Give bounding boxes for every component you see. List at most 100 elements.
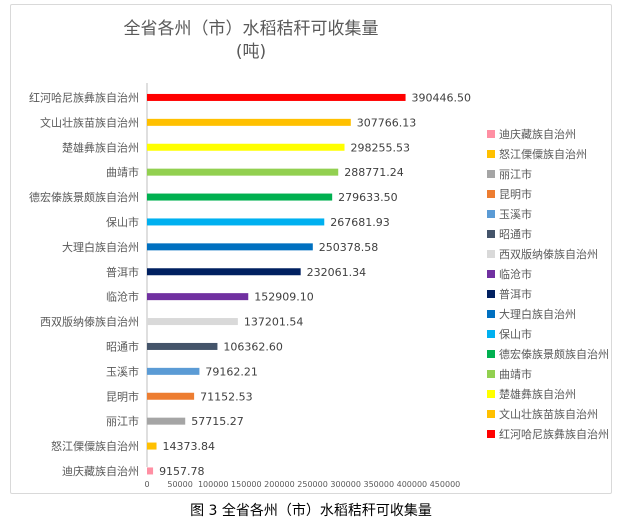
legend-swatch	[487, 410, 495, 418]
legend-swatch	[487, 270, 495, 278]
legend-swatch	[487, 290, 495, 298]
x-tick-label: 50000	[167, 480, 192, 489]
chart-frame: 全省各州（市）水稻秸秆可收集量 (吨) 红河哈尼族彝族自治州 390446.50 文…	[10, 4, 612, 494]
data-label: 307766.13	[357, 116, 417, 129]
bar	[147, 442, 157, 450]
data-label: 250378.58	[319, 241, 379, 254]
data-label: 298255.53	[351, 141, 411, 154]
legend-swatch	[487, 430, 495, 438]
chart-title-line1: 全省各州（市）水稻秸秆可收集量	[124, 19, 379, 39]
bar	[147, 293, 249, 301]
legend-item: 大理白族自治州	[487, 305, 622, 325]
data-label: 267681.93	[330, 216, 390, 229]
legend-label: 曲靖市	[499, 368, 532, 381]
legend-swatch	[487, 350, 495, 358]
bar	[147, 93, 406, 101]
legend-item: 昆明市	[487, 185, 622, 205]
x-axis-ticks: 0 50000 100000 150000 200000 250000 300000 3500…	[144, 480, 460, 489]
legend-label: 红河哈尼族彝族自治州	[499, 428, 609, 441]
legend-swatch	[487, 390, 495, 398]
category-label: 保山市	[106, 215, 139, 229]
data-label: 71152.53	[200, 390, 253, 403]
bar	[147, 367, 200, 375]
category-label: 昆明市	[106, 389, 139, 403]
legend-item: 德宏傣族景颇族自治州	[487, 345, 622, 365]
bar	[147, 417, 186, 425]
bar	[147, 467, 154, 475]
legend-label: 丽江市	[499, 168, 532, 181]
category-label: 楚雄彝族自治州	[62, 140, 139, 154]
legend-label: 怒江傈僳族自治州	[499, 148, 587, 161]
legend-item: 楚雄彝族自治州	[487, 385, 622, 405]
figure-caption: 图 3 全省各州（市）水稻秸秆可收集量	[190, 503, 432, 519]
category-label: 普洱市	[106, 265, 139, 279]
legend-item: 迪庆藏族自治州	[487, 125, 622, 145]
x-tick-label: 300000	[330, 480, 361, 489]
x-tick-label: 150000	[231, 480, 262, 489]
bar	[147, 168, 339, 176]
legend-item: 怒江傈僳族自治州	[487, 145, 622, 165]
category-label: 曲靖市	[106, 165, 139, 179]
legend-swatch	[487, 330, 495, 338]
legend-label: 西双版纳傣族自治州	[499, 248, 598, 261]
legend-label: 文山壮族苗族自治州	[499, 408, 598, 421]
legend-item: 曲靖市	[487, 365, 622, 385]
bar	[147, 218, 325, 226]
legend-item: 红河哈尼族彝族自治州	[487, 425, 622, 445]
data-label: 137201.54	[244, 316, 304, 329]
bar-chart: 全省各州（市）水稻秸秆可收集量 (吨) 红河哈尼族彝族自治州 390446.50 文…	[29, 19, 471, 489]
legend-label: 玉溪市	[499, 208, 532, 221]
chart-legend: 迪庆藏族自治州 怒江傈僳族自治州 丽江市昆明市玉溪市昭通市西双版纳傣族自治州 临沧市普…	[487, 125, 622, 445]
bar	[147, 118, 351, 126]
x-tick-label: 100000	[198, 480, 229, 489]
x-tick-label: 400000	[397, 480, 428, 489]
legend-swatch	[487, 310, 495, 318]
category-label: 怒江傈僳族自治州	[51, 439, 139, 453]
data-label: 14373.84	[163, 440, 216, 453]
category-label: 玉溪市	[106, 364, 139, 378]
legend-label: 迪庆藏族自治州	[499, 128, 576, 141]
category-label: 西双版纳傣族自治州	[40, 315, 139, 329]
legend-item: 昭通市	[487, 225, 622, 245]
legend-label: 保山市	[499, 328, 532, 341]
legend-item: 丽江市	[487, 165, 622, 185]
legend-swatch	[487, 370, 495, 378]
legend-item: 玉溪市	[487, 205, 622, 225]
x-tick-label: 200000	[264, 480, 295, 489]
legend-label: 大理白族自治州	[499, 308, 576, 321]
legend-swatch	[487, 230, 495, 238]
category-label: 文山壮族苗族自治州	[40, 115, 139, 129]
data-label: 9157.78	[159, 465, 205, 478]
legend-swatch	[487, 150, 495, 158]
bars-group: 红河哈尼族彝族自治州 390446.50 文山壮族苗族自治州 307766.13 楚雄彝…	[29, 90, 471, 478]
data-label: 152909.10	[254, 291, 314, 304]
x-tick-label: 450000	[430, 480, 461, 489]
data-label: 279633.50	[338, 191, 398, 204]
category-label: 红河哈尼族彝族自治州	[29, 90, 139, 104]
data-label: 106362.60	[223, 340, 282, 353]
legend-item: 临沧市	[487, 265, 622, 285]
data-label: 79162.21	[205, 365, 258, 378]
bar	[147, 243, 313, 251]
category-label: 丽江市	[106, 414, 139, 428]
x-tick-label: 350000	[364, 480, 395, 489]
legend-swatch	[487, 250, 495, 258]
bar	[147, 392, 195, 400]
legend-swatch	[487, 210, 495, 218]
legend-label: 普洱市	[499, 288, 532, 301]
data-label: 232061.34	[307, 266, 367, 279]
x-tick-label: 250000	[297, 480, 328, 489]
chart-title-line2: (吨)	[236, 42, 266, 62]
category-label: 迪庆藏族自治州	[62, 464, 139, 478]
category-label: 德宏傣族景颇族自治州	[29, 190, 139, 204]
legend-label: 楚雄彝族自治州	[499, 388, 576, 401]
data-label: 390446.50	[412, 91, 472, 104]
legend-item: 文山壮族苗族自治州	[487, 405, 622, 425]
bar	[147, 342, 218, 350]
category-label: 昭通市	[106, 339, 139, 353]
data-label: 57715.27	[191, 415, 244, 428]
legend-swatch	[487, 170, 495, 178]
category-label: 大理白族自治州	[62, 240, 139, 254]
legend-label: 临沧市	[499, 268, 532, 281]
legend-label: 昆明市	[499, 188, 532, 201]
